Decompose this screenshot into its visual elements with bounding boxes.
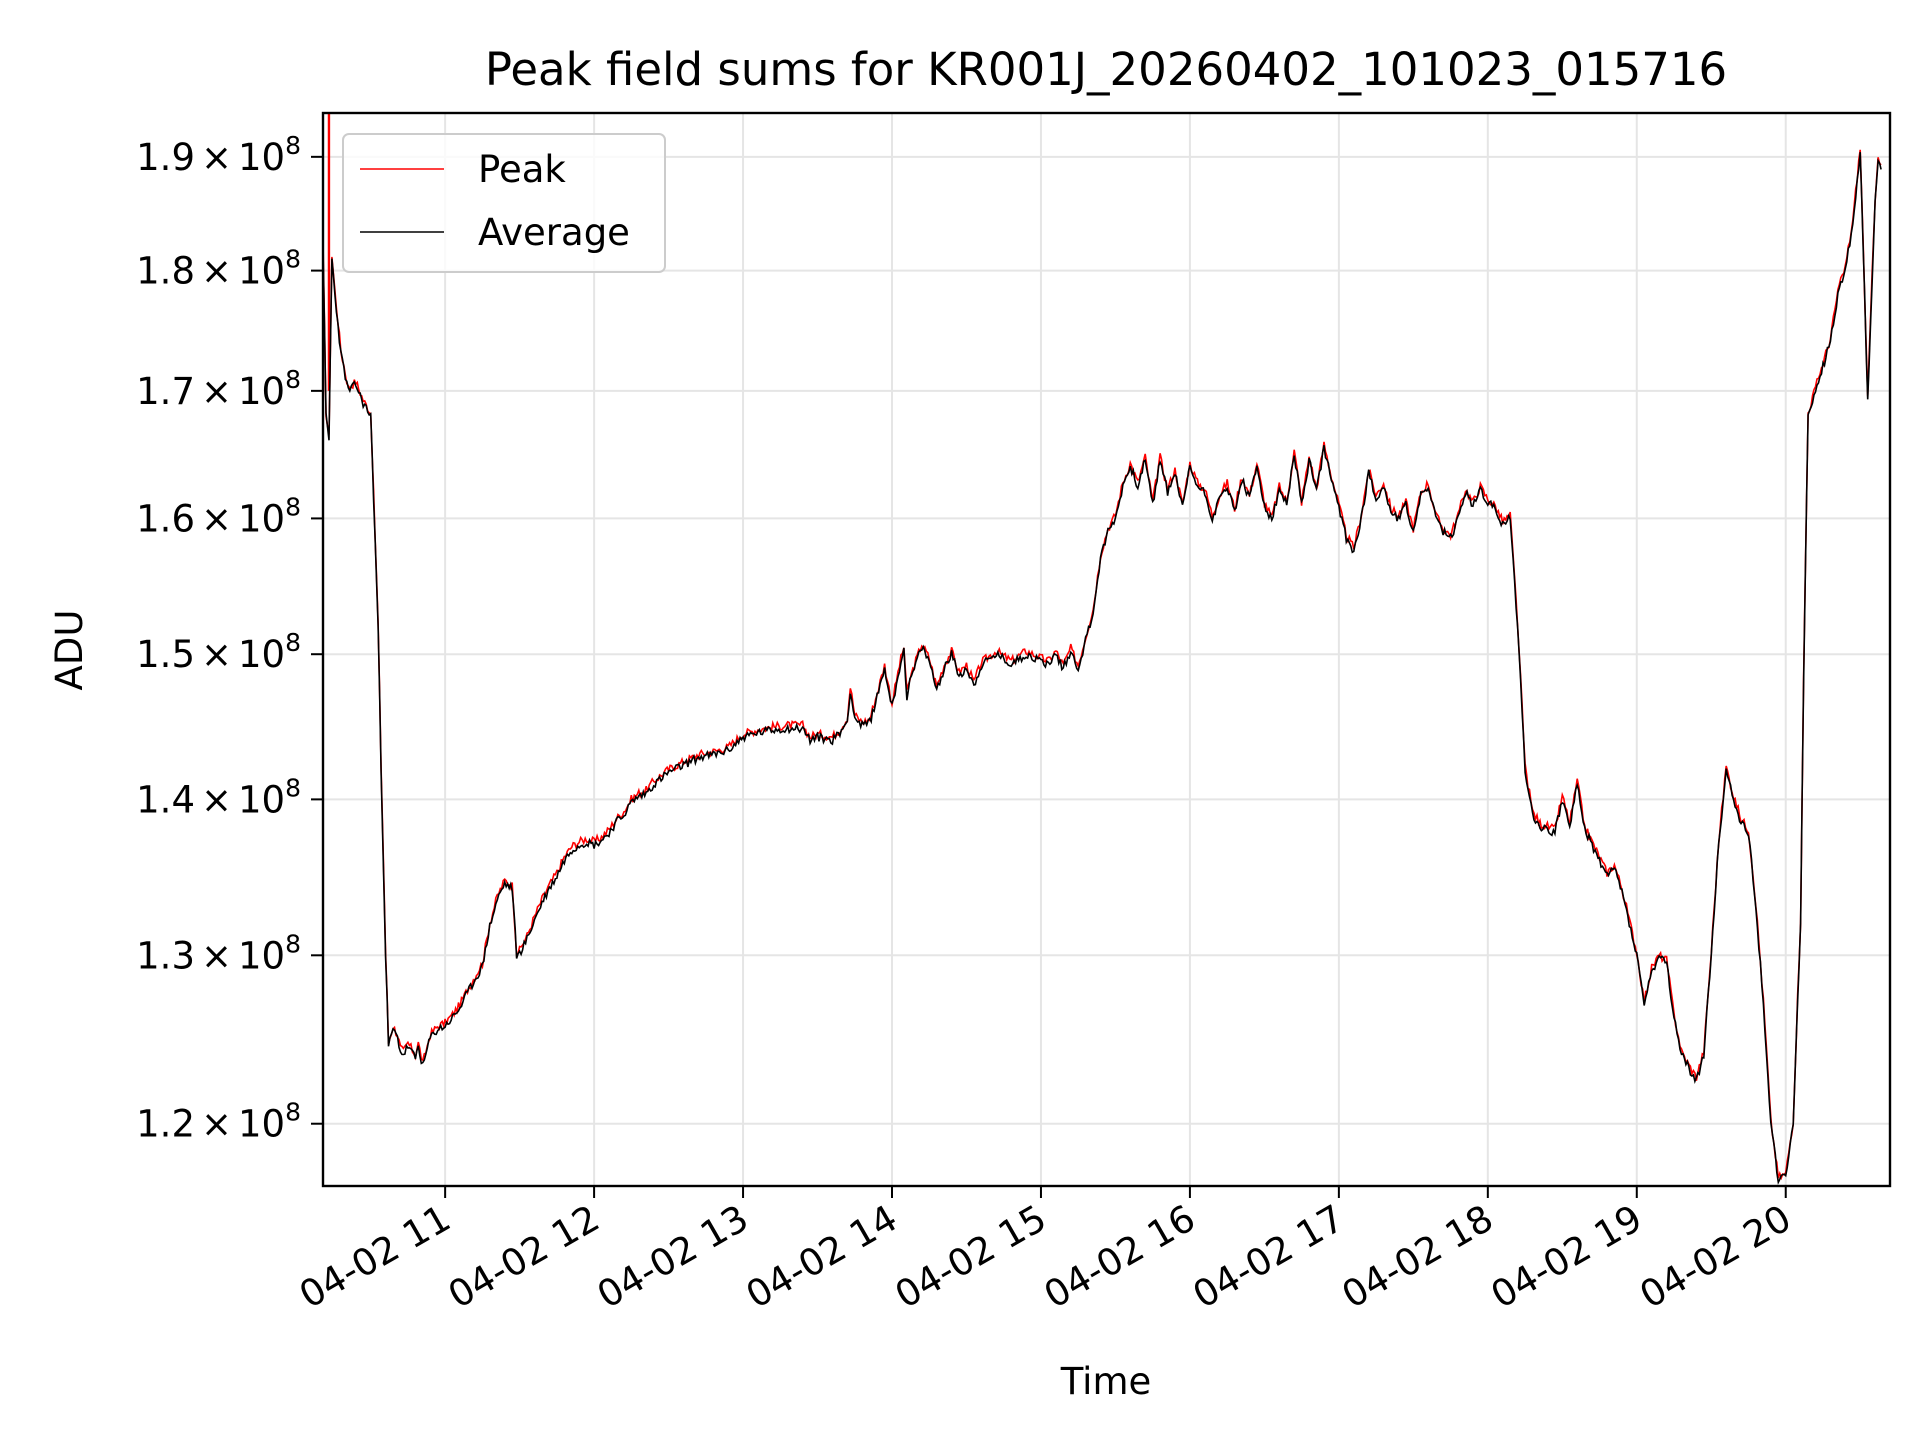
y-tick-label: 1.8 × 108 — [136, 245, 301, 293]
y-tick-label: 1.9 × 108 — [136, 131, 301, 179]
y-tick-label: 1.2 × 108 — [136, 1098, 301, 1146]
legend-peak-label: Peak — [478, 148, 566, 191]
plot-frame — [321, 111, 1892, 1188]
y-tick-label: 1.3 × 108 — [136, 929, 301, 977]
x-axis-label: Time — [1060, 1360, 1152, 1403]
grid — [323, 113, 1890, 1186]
legend: Peak Average — [342, 133, 666, 273]
y-tick-label: 1.4 × 108 — [136, 773, 301, 821]
chart-title: Peak field sums for KR001J_20260402_1010… — [485, 43, 1727, 96]
series-layer — [323, 113, 1882, 1185]
y-axis-label: ADU — [48, 610, 91, 691]
series-average-line — [323, 152, 1882, 1185]
y-tick-label: 1.7 × 108 — [136, 365, 301, 413]
legend-average-label: Average — [478, 211, 630, 254]
y-tick-label: 1.6 × 108 — [136, 492, 301, 540]
y-tick-label: 1.5 × 108 — [136, 628, 301, 676]
y-axis: 1.2 × 108 1.3 × 108 1.4 × 108 1.5 × 108 1.6 × 108 1.7 × 1… — [136, 131, 323, 1146]
